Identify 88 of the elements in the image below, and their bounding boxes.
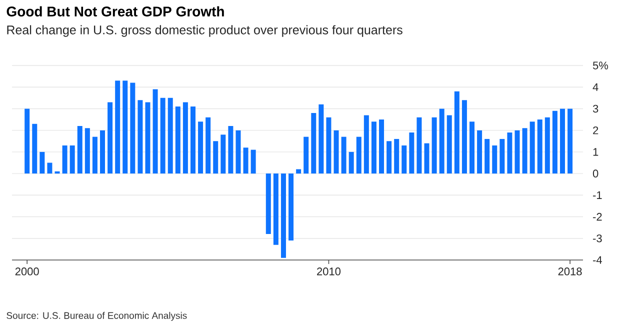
bar	[386, 141, 392, 174]
y-tick-label: -2	[593, 212, 602, 221]
bar	[213, 141, 218, 174]
y-tick-label: -3	[593, 234, 602, 242]
bar	[273, 174, 278, 245]
bar	[54, 171, 60, 174]
source-note: Source: U.S. Bureau of Economic Analysis	[6, 312, 187, 321]
bar	[409, 132, 414, 174]
bar	[371, 122, 376, 174]
bar	[220, 134, 226, 174]
chart-subtitle: Real change in U.S. gross domestic product over previous four quarters	[7, 25, 402, 37]
bar	[304, 136, 309, 174]
bar	[318, 104, 324, 174]
bar	[364, 115, 369, 174]
bar	[348, 152, 354, 174]
bar	[311, 113, 316, 174]
bar	[175, 106, 180, 174]
bar	[198, 122, 204, 174]
bar	[394, 138, 400, 174]
bar	[402, 145, 407, 174]
bar	[296, 169, 302, 174]
bar	[326, 117, 332, 174]
bar	[432, 117, 437, 174]
bar	[62, 145, 68, 174]
chart-title: Good But Not Great GDP Growth	[6, 6, 224, 16]
bar	[70, 145, 75, 174]
bar	[115, 80, 120, 174]
y-tick-label: -4	[593, 256, 602, 264]
bar	[160, 98, 166, 174]
bar	[484, 138, 490, 174]
bar	[152, 89, 158, 174]
y-tick-label: 0	[592, 170, 598, 178]
bar	[250, 150, 256, 174]
bar	[145, 102, 150, 174]
bar	[379, 120, 384, 174]
bar	[24, 108, 30, 174]
bar	[47, 162, 52, 174]
bar	[500, 138, 505, 174]
bar	[568, 108, 573, 174]
bar	[84, 128, 90, 174]
bar	[544, 117, 550, 174]
bar	[190, 106, 196, 174]
y-tick-label: 1	[593, 148, 598, 156]
bar	[243, 148, 248, 174]
bar	[424, 143, 430, 174]
bar	[522, 128, 528, 174]
bar	[236, 130, 241, 174]
bar	[100, 130, 106, 174]
bar	[92, 136, 98, 174]
bar	[439, 108, 444, 174]
bar	[446, 115, 452, 174]
bar	[32, 124, 38, 174]
bar	[492, 145, 498, 174]
bar	[560, 108, 565, 174]
bar	[334, 130, 339, 174]
bar	[507, 132, 512, 174]
x-tick-label: 2010	[317, 268, 341, 276]
bar	[228, 126, 234, 174]
bar	[341, 136, 346, 174]
y-tick-label: 5%	[592, 62, 608, 70]
bar	[356, 136, 362, 174]
bar	[288, 174, 294, 241]
bar	[416, 117, 422, 174]
bar	[530, 122, 535, 174]
bar	[462, 100, 467, 174]
y-tick-label: 4	[592, 83, 598, 91]
bar	[77, 126, 82, 174]
bar	[537, 120, 542, 174]
bar	[182, 102, 188, 174]
bar	[122, 80, 128, 174]
bar	[266, 174, 271, 234]
bar	[280, 174, 286, 258]
bar	[108, 102, 113, 174]
y-tick-label: 2	[593, 126, 598, 134]
bar	[168, 98, 173, 174]
bar	[138, 100, 143, 174]
bar	[40, 152, 45, 174]
bar	[470, 122, 474, 174]
x-tick-label: 2000	[15, 268, 39, 276]
bar	[130, 82, 136, 174]
x-tick-label: 2018	[558, 268, 582, 276]
bar	[477, 130, 482, 174]
bar	[514, 130, 520, 174]
y-tick-label: -1	[593, 191, 602, 199]
bar	[454, 91, 460, 174]
y-tick-label: 3	[592, 104, 598, 113]
bar	[552, 110, 558, 174]
bar	[206, 117, 211, 174]
